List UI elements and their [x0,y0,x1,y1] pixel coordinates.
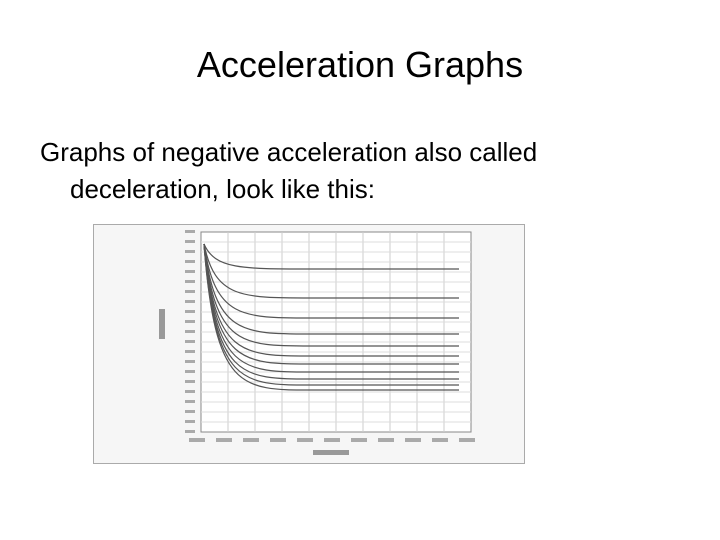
image-tick-text [297,438,313,442]
image-tick-text [432,438,448,442]
image-tick-text [405,438,421,442]
image-tick-text [185,330,195,333]
image-curve [203,243,459,299]
image-axis-label [159,309,165,339]
image-tick-text [185,290,195,293]
image-tick-text [185,350,195,353]
image-tick-text [185,230,195,233]
image-axis-label [313,450,349,455]
image-tick-text [185,300,195,303]
image-curve [203,243,459,335]
graph-image [93,224,525,464]
image-tick-text [270,438,286,442]
image-tick-text [459,438,475,442]
image-tick-text [185,280,195,283]
image-tick-text [185,250,195,253]
plot-illustration [159,230,475,455]
image-tick-text [189,438,205,442]
image-tick-text [185,360,195,363]
image-tick-text [351,438,367,442]
image-tick-text [185,380,195,383]
image-tick-text [185,370,195,373]
image-tick-text [378,438,394,442]
slide-body-text: Graphs of negative acceleration also cal… [40,137,538,204]
image-curve [203,243,459,270]
image-tick-text [185,420,195,423]
image-tick-text [216,438,232,442]
image-tick-text [185,410,195,413]
image-tick-text [185,320,195,323]
image-tick-text [185,310,195,313]
image-tick-text [185,260,195,263]
image-tick-text [185,390,195,393]
image-tick-text [185,270,195,273]
slide-title: Acceleration Graphs [196,44,524,85]
image-curve [203,243,459,391]
image-tick-text [185,400,195,403]
image-tick-text [185,340,195,343]
image-tick-text [185,240,195,243]
image-tick-text [324,438,340,442]
image-tick-text [185,430,195,433]
image-tick-text [243,438,259,442]
image-curve [203,243,459,319]
